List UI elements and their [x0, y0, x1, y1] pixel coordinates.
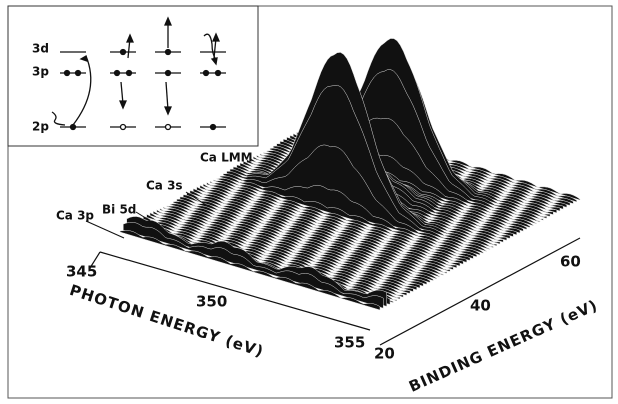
level-label: 3d	[32, 42, 49, 56]
peak-label: Ca 3s	[146, 179, 183, 193]
binding-tick-label: 60	[560, 253, 581, 271]
figure: 3d 3p 2p Ca LMM Ca 3s Bi 5d Ca 3p	[0, 0, 618, 404]
level-label: 2p	[32, 120, 49, 134]
photon-tick-label: 345	[66, 263, 97, 281]
page: {"inset": {"levels": ["3d", "3p", "2p"]}…	[0, 0, 618, 404]
peak-label: Bi 5d	[102, 203, 136, 217]
peak-label: Ca LMM	[200, 151, 253, 165]
binding-tick-label: 20	[374, 345, 395, 363]
photon-tick-label: 350	[196, 293, 227, 311]
level-label: 3p	[32, 65, 49, 79]
peak-label: Ca 3p	[56, 209, 94, 223]
photon-tick-label: 355	[334, 334, 365, 352]
binding-tick-label: 40	[470, 297, 491, 315]
inset: 3d 3p 2p	[8, 6, 258, 146]
